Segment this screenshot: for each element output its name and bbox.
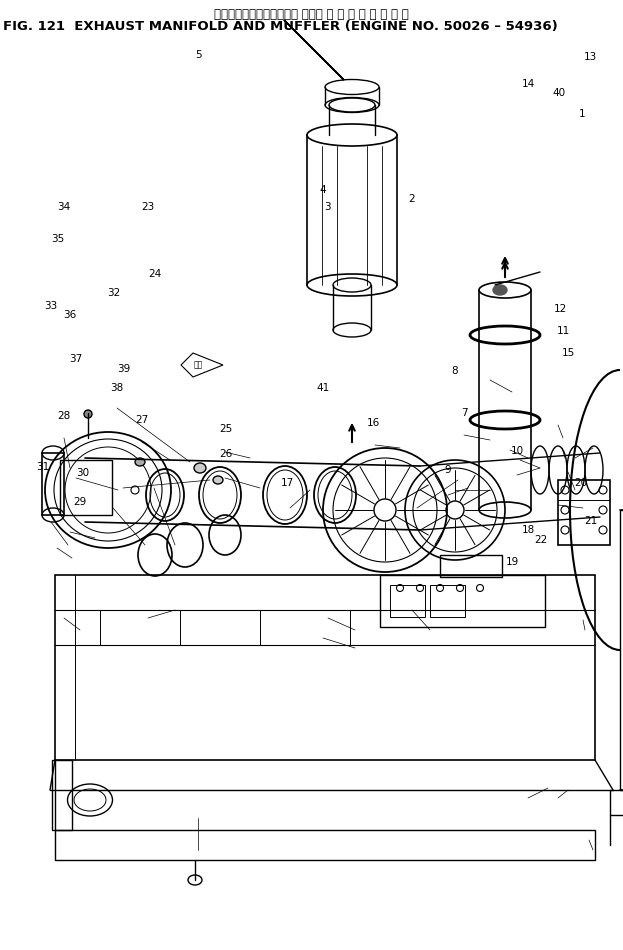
Bar [55,575,595,760]
Text: 36: 36 [63,311,77,320]
Bar [610,790,623,815]
Text: 40: 40 [553,88,566,98]
Text: 10: 10 [510,446,524,456]
Text: 31: 31 [36,463,49,472]
Text: 15: 15 [561,349,575,358]
Text: 前方: 前方 [193,360,202,370]
Text: 28: 28 [57,411,70,421]
Text: 4: 4 [320,185,326,195]
Text: 30: 30 [75,468,89,478]
Text: 7: 7 [461,408,467,418]
Text: 18: 18 [521,525,535,535]
Text: 26: 26 [219,449,232,459]
Ellipse shape [213,476,223,484]
Text: エキゾーストマニホールド および マ フ ラ 　 適 用 号 機: エキゾーストマニホールド および マ フ ラ 適 用 号 機 [214,8,409,21]
Text: 34: 34 [57,202,70,212]
Text: 29: 29 [73,497,87,506]
Bar [430,585,465,617]
Text: 32: 32 [107,288,120,297]
Text: 20: 20 [574,478,587,487]
Text: 11: 11 [557,326,571,335]
Bar [380,575,545,627]
Ellipse shape [194,463,206,473]
Text: 24: 24 [148,269,161,278]
Text: 41: 41 [316,383,330,392]
Bar [52,760,72,830]
Text: 8: 8 [452,366,458,375]
Text: 17: 17 [281,478,295,487]
Bar [440,555,502,577]
Text: 39: 39 [117,364,130,373]
Text: 12: 12 [554,304,568,314]
Text: 13: 13 [584,52,597,62]
Bar [60,460,112,515]
Bar [55,830,595,860]
Text: 5: 5 [195,50,201,60]
Text: 37: 37 [69,354,83,364]
Ellipse shape [135,458,145,466]
Bar [390,585,425,617]
Text: 33: 33 [44,301,58,311]
Ellipse shape [493,285,507,295]
Text: FIG. 121  EXHAUST MANIFOLD AND MUFFLER (ENGINE NO. 50026 – 54936): FIG. 121 EXHAUST MANIFOLD AND MUFFLER (E… [3,20,558,33]
Text: 19: 19 [505,558,519,567]
Text: 2: 2 [408,195,414,204]
Polygon shape [181,353,223,377]
Text: 23: 23 [141,202,155,212]
Text: 22: 22 [534,535,548,544]
Text: 38: 38 [110,383,124,392]
Bar [558,480,610,545]
Ellipse shape [84,410,92,418]
Text: 9: 9 [444,466,450,475]
Text: 21: 21 [584,516,597,525]
Text: 16: 16 [367,418,381,428]
Text: 35: 35 [50,235,64,244]
Bar [42,453,64,515]
Text: 3: 3 [324,202,330,212]
Text: 14: 14 [521,79,535,88]
Text: 27: 27 [135,415,149,425]
Text: 25: 25 [219,425,232,434]
Text: 1: 1 [579,109,586,119]
Bar [620,510,623,790]
